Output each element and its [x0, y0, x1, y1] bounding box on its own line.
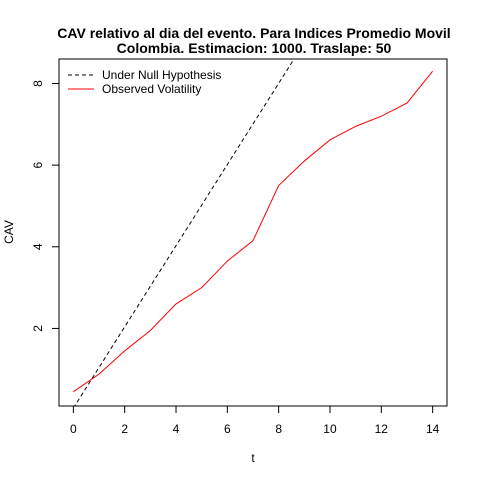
- null-hypothesis-line: [74, 59, 295, 406]
- x-tick-label: 0: [70, 422, 77, 436]
- chart-title-line-2: Colombia. Estimacion: 1000. Traslape: 50: [117, 40, 392, 56]
- observed-volatility-line: [73, 70, 434, 393]
- y-tick-label: 4: [31, 243, 45, 250]
- chart-title-line-1: CAV relativo al dia del evento. Para Ind…: [57, 25, 450, 41]
- x-axis-label: t: [251, 451, 255, 465]
- legend: Under Null Hypothesis Observed Volatilit…: [68, 68, 221, 96]
- y-tick-label: 8: [31, 80, 45, 87]
- x-tick-label: 14: [426, 422, 440, 436]
- y-tick-label: 6: [31, 161, 45, 168]
- x-tick-label: 6: [224, 422, 231, 436]
- series-layer: [73, 59, 434, 406]
- y-axis: 2 4 6 8: [31, 80, 60, 332]
- x-axis: 0 2 4 6 8 10 12 14: [70, 405, 440, 436]
- x-tick-label: 4: [173, 422, 180, 436]
- legend-entry-null-hypothesis: Under Null Hypothesis: [102, 68, 221, 82]
- x-tick-label: 8: [275, 422, 282, 436]
- legend-entry-observed-volatility: Observed Volatility: [102, 82, 201, 96]
- x-tick-label: 2: [121, 422, 128, 436]
- y-tick-label: 2: [31, 325, 45, 332]
- x-tick-label: 12: [375, 422, 389, 436]
- x-tick-label: 10: [323, 422, 337, 436]
- y-axis-label: CAV: [2, 220, 16, 244]
